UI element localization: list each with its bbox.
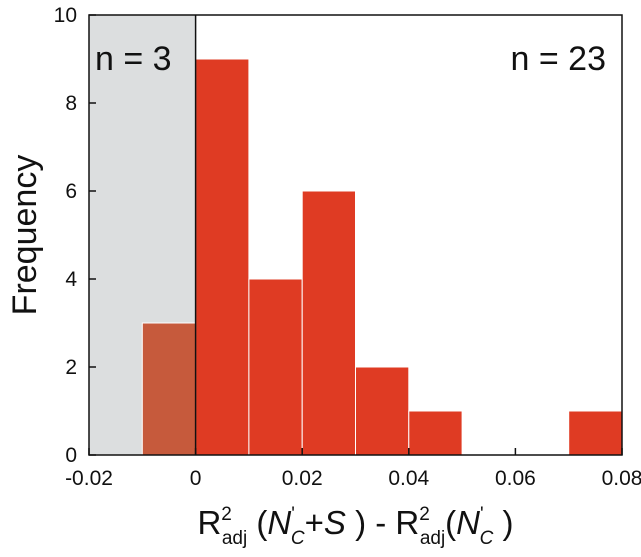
y-tick-label: 10	[54, 4, 77, 27]
plot-frame	[88, 14, 623, 456]
y-tick-label: 8	[65, 92, 77, 115]
xlabel-n2: N	[456, 504, 480, 541]
annotation-right-count: n = 23	[511, 40, 606, 78]
histogram-bar	[141, 322, 197, 456]
xlabel-sup2: 2	[419, 504, 430, 525]
x-tick-label: 0.08	[602, 467, 641, 490]
histogram-bar	[408, 410, 463, 456]
xlabel-n: N	[267, 504, 291, 541]
xlabel-r2: R	[395, 504, 419, 541]
x-ticks: -0.02 0 0.02 0.04 0.06 0.08	[65, 448, 641, 490]
y-tick-label: 2	[65, 356, 77, 379]
y-tick-label: 6	[65, 180, 77, 203]
y-ticks: 0 2 4 6 8 10	[54, 4, 96, 467]
xlabel-prime2: '	[480, 504, 484, 525]
histogram-bar	[195, 58, 250, 456]
y-tick-label: 0	[65, 444, 77, 467]
histogram-bar	[568, 410, 623, 456]
xlabel-sub: adj	[222, 528, 247, 549]
xlabel-sup: 2	[221, 504, 232, 525]
x-tick-label: 0.02	[282, 467, 323, 490]
annotation-left-count: n = 3	[95, 40, 172, 78]
histogram-bar	[301, 190, 357, 456]
histogram-bar	[248, 278, 303, 456]
xlabel-open: (	[247, 504, 267, 541]
y-axis-label: Frequency	[6, 155, 44, 316]
y-tick-label: 4	[65, 268, 77, 291]
x-tick-label: 0	[190, 467, 202, 490]
xlabel-open2: (	[445, 504, 456, 541]
x-axis-label: R2 adj (N' C+S ) - R2 adj(N' C )	[197, 504, 513, 549]
xlabel-close-minus: ) -	[346, 504, 395, 541]
x-tick-label: -0.02	[65, 467, 113, 490]
xlabel-close2: )	[493, 504, 513, 541]
x-tick-label: 0.04	[388, 467, 429, 490]
xlabel-plus: +	[305, 504, 324, 541]
xlabel-prime: '	[291, 504, 295, 525]
xlabel-c2: C	[480, 528, 494, 549]
histogram-bar	[355, 366, 410, 456]
xlabel-s: S	[324, 504, 346, 541]
xlabel-c: C	[291, 528, 305, 549]
x-tick-label: 0.06	[495, 467, 536, 490]
bars-group	[141, 58, 623, 456]
xlabel-r: R	[197, 504, 221, 541]
xlabel-sub2: adj	[420, 528, 445, 549]
